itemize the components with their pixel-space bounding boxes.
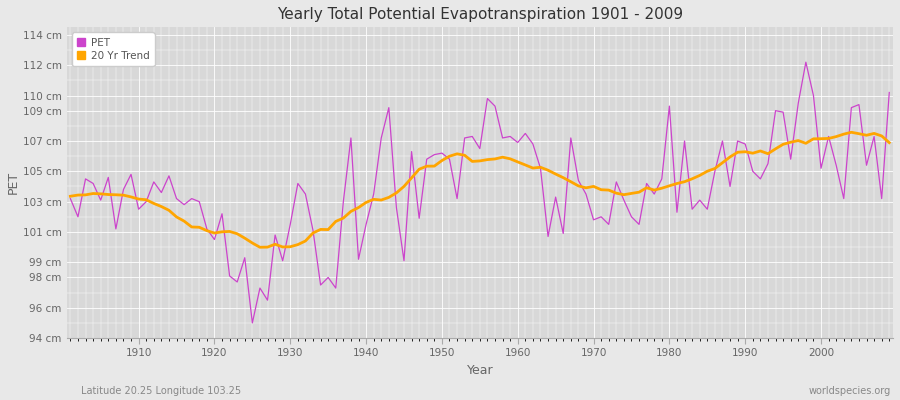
Text: worldspecies.org: worldspecies.org [809, 386, 891, 396]
Text: Latitude 20.25 Longitude 103.25: Latitude 20.25 Longitude 103.25 [81, 386, 241, 396]
Legend: PET, 20 Yr Trend: PET, 20 Yr Trend [72, 32, 155, 66]
Title: Yearly Total Potential Evapotranspiration 1901 - 2009: Yearly Total Potential Evapotranspiratio… [277, 7, 683, 22]
X-axis label: Year: Year [466, 364, 493, 377]
Y-axis label: PET: PET [7, 171, 20, 194]
